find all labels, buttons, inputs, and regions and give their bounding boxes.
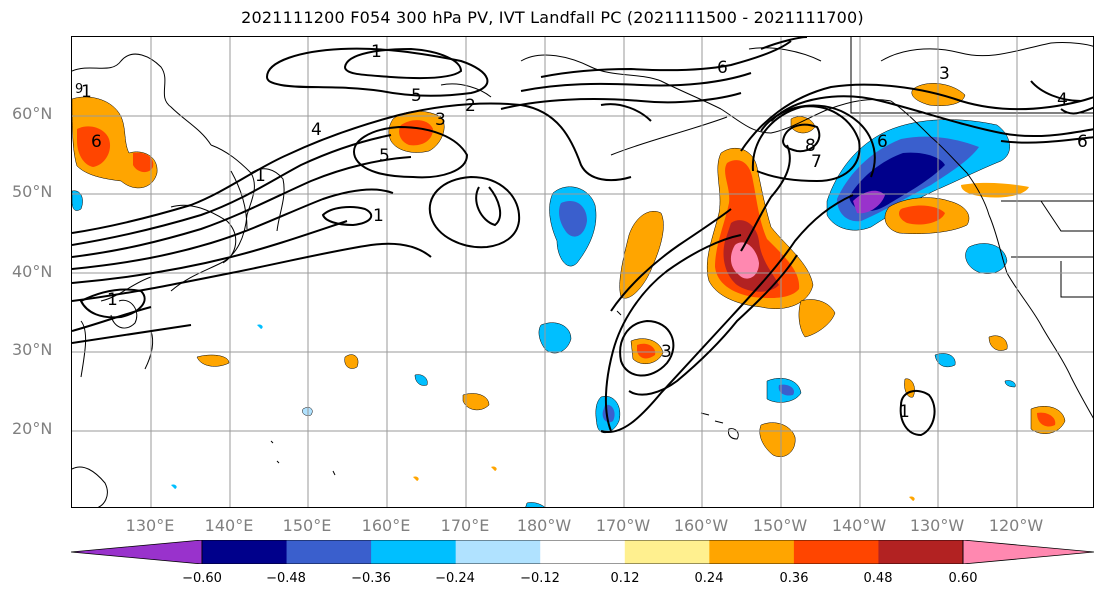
map-title: 2021111200 F054 300 hPa PV, IVT Landfall… bbox=[241, 8, 864, 27]
lon-label-150w: 150°W bbox=[752, 516, 808, 535]
contour-label: 8 bbox=[805, 136, 816, 156]
pv-shading bbox=[72, 83, 1066, 507]
contour-label: 6 bbox=[717, 58, 728, 78]
ivt-contours bbox=[72, 37, 1093, 437]
contour-label: 1 bbox=[107, 290, 118, 310]
lon-label-170e: 170°E bbox=[440, 516, 490, 535]
colorbar-segment bbox=[878, 540, 964, 564]
colorbar-extend-high bbox=[962, 540, 1094, 564]
colorbar-segment bbox=[624, 540, 710, 564]
contour-label: 4 bbox=[1057, 90, 1068, 110]
contour-label: 7 bbox=[811, 152, 822, 172]
contour-label: 1 bbox=[81, 82, 92, 102]
lon-label-170w: 170°W bbox=[595, 516, 651, 535]
contour-label: 2 bbox=[465, 96, 476, 116]
contour-label: 6 bbox=[1077, 132, 1088, 152]
contour-label: 3 bbox=[661, 342, 672, 362]
colorbar-tick: −0.24 bbox=[435, 571, 475, 586]
gridlines bbox=[72, 37, 1093, 507]
colorbar-tick: −0.48 bbox=[266, 571, 306, 586]
colorbar-segment bbox=[793, 540, 879, 564]
contour-label: 1 bbox=[371, 42, 382, 62]
contour-label: 6 bbox=[877, 132, 888, 152]
lat-label-30n: 30°N bbox=[12, 340, 53, 359]
lon-label-160w: 160°W bbox=[673, 516, 729, 535]
colorbar-tick: 0.36 bbox=[779, 571, 809, 586]
contour-label: 3 bbox=[435, 110, 446, 130]
lon-label-140e: 140°E bbox=[204, 516, 254, 535]
contour-labels: 1 1 1 1 1 1 2 3 3 3 4 4 5 5 6 6 6 6 7 8 … bbox=[75, 42, 1088, 422]
lat-label-50n: 50°N bbox=[12, 182, 53, 201]
colorbar-tick: −0.36 bbox=[351, 571, 391, 586]
pv-ivt-map: 1 1 1 1 1 1 2 3 3 3 4 4 5 5 6 6 6 6 7 8 … bbox=[72, 37, 1093, 507]
contour-label: 1 bbox=[899, 402, 910, 422]
lon-label-160e: 160°E bbox=[361, 516, 411, 535]
contour-label: 5 bbox=[411, 86, 422, 106]
contour-label: 6 bbox=[91, 132, 102, 152]
lat-label-60n: 60°N bbox=[12, 104, 53, 123]
colorbar-extend-low bbox=[71, 540, 203, 564]
lon-label-130w: 130°W bbox=[909, 516, 965, 535]
map-panel: 1 1 1 1 1 1 2 3 3 3 4 4 5 5 6 6 6 6 7 8 … bbox=[71, 36, 1094, 508]
contour-label: 4 bbox=[311, 120, 322, 140]
lon-label-150e: 150°E bbox=[282, 516, 332, 535]
colorbar-tick: 0.48 bbox=[863, 571, 893, 586]
lon-label-130e: 130°E bbox=[125, 516, 175, 535]
contour-label: 5 bbox=[379, 146, 390, 166]
islands bbox=[270, 310, 739, 476]
colorbar-tick: −0.60 bbox=[182, 571, 222, 586]
colorbar-segment bbox=[286, 540, 372, 564]
lat-label-20n: 20°N bbox=[12, 419, 53, 438]
lon-label-180w: 180°W bbox=[516, 516, 572, 535]
colorbar-segment bbox=[371, 540, 457, 564]
colorbar-segment bbox=[455, 540, 541, 564]
colorbar-segment bbox=[709, 540, 795, 564]
colorbar-tick: 0.60 bbox=[948, 571, 978, 586]
colorbar-segment bbox=[540, 540, 626, 564]
colorbar-tick: −0.12 bbox=[520, 571, 560, 586]
contour-label: 9 bbox=[75, 82, 83, 97]
colorbar-segments bbox=[202, 540, 964, 564]
lon-label-120w: 120°W bbox=[988, 516, 1044, 535]
lat-label-40n: 40°N bbox=[12, 262, 53, 281]
lon-label-140w: 140°W bbox=[831, 516, 887, 535]
contour-label: 1 bbox=[255, 166, 266, 186]
colorbar-tick: 0.24 bbox=[694, 571, 724, 586]
colorbar-tick: 0.12 bbox=[610, 571, 640, 586]
contour-label: 1 bbox=[373, 206, 384, 226]
colorbar-segment bbox=[202, 540, 288, 564]
colorbar bbox=[71, 540, 1094, 564]
contour-label: 3 bbox=[939, 64, 950, 84]
